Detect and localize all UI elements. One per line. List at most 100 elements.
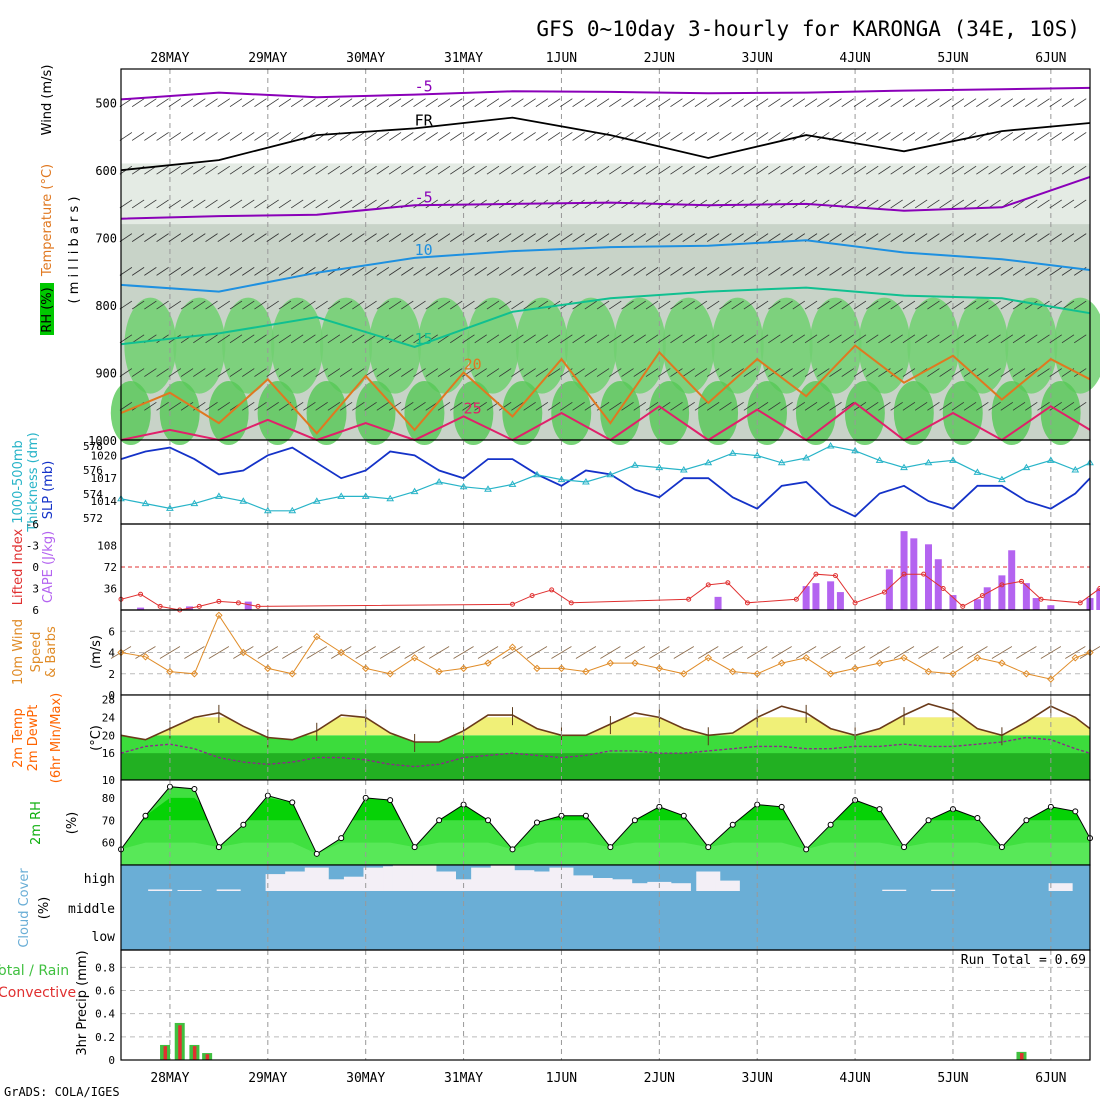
wind-barb bbox=[768, 300, 781, 310]
wind-barb bbox=[560, 233, 573, 242]
wind-barb bbox=[425, 368, 438, 377]
isotherm-label: 10 bbox=[415, 241, 433, 259]
wind-barb bbox=[951, 199, 965, 209]
wind-barb bbox=[951, 98, 965, 108]
wind-barb bbox=[792, 267, 806, 276]
wind-barb bbox=[315, 199, 328, 209]
thickness-marker bbox=[239, 497, 248, 504]
cloud-high-gap bbox=[882, 889, 907, 891]
wind-barb bbox=[278, 199, 292, 209]
wind-barb bbox=[327, 165, 341, 175]
wind-barb bbox=[694, 368, 708, 377]
wind-barb bbox=[841, 401, 854, 411]
cloud-axis-label: Cloud Cover bbox=[17, 868, 32, 948]
wind-barb bbox=[523, 165, 536, 175]
wind-barb bbox=[364, 98, 377, 108]
wind-barb bbox=[902, 132, 916, 141]
wind-barb bbox=[425, 233, 438, 242]
wind-barb bbox=[694, 233, 708, 242]
wind-barb bbox=[315, 334, 328, 344]
isotherm-label: 15 bbox=[415, 330, 433, 348]
wind-barb bbox=[290, 334, 304, 344]
date-tick-top: 1JUN bbox=[546, 51, 577, 66]
rh-fill-green bbox=[711, 297, 764, 394]
wind-barb bbox=[804, 165, 818, 175]
wind-tick: 2 bbox=[108, 668, 115, 681]
wind-barb bbox=[290, 267, 304, 276]
wind-barb bbox=[817, 334, 830, 344]
wind-barb bbox=[853, 334, 867, 344]
wind-barb bbox=[217, 300, 230, 310]
rh2m-marker bbox=[876, 806, 883, 813]
wind-barb bbox=[425, 300, 438, 310]
date-tick-top: 31MAY bbox=[444, 51, 483, 66]
wind-barb bbox=[633, 368, 646, 377]
wind-barb bbox=[988, 401, 1001, 411]
lifted-index-marker bbox=[549, 587, 555, 593]
rh-fill-green bbox=[515, 297, 568, 394]
isotherm-line bbox=[120, 175, 1091, 220]
wind-barb bbox=[450, 300, 463, 310]
wind-barb bbox=[1000, 98, 1014, 108]
cape-bar bbox=[1032, 598, 1040, 610]
wind-barb bbox=[437, 368, 451, 377]
wind-barb bbox=[633, 334, 646, 344]
wind-barb bbox=[339, 233, 353, 242]
wind-barb bbox=[425, 132, 438, 141]
thickness-marker bbox=[753, 451, 762, 459]
cloud-high-gap bbox=[324, 879, 349, 891]
wind-barb bbox=[853, 98, 867, 108]
wind-barb bbox=[1025, 199, 1038, 209]
wind-barb bbox=[1049, 132, 1062, 141]
wind-barb bbox=[1037, 199, 1050, 209]
temp2m-axis-label-line: 2m Temp bbox=[11, 708, 26, 768]
wind-barb bbox=[596, 233, 610, 242]
cape-bar bbox=[998, 575, 1006, 610]
wind-barb bbox=[902, 368, 916, 377]
wind-barb bbox=[242, 267, 255, 276]
wind-barb bbox=[450, 165, 463, 175]
wind-barb bbox=[1025, 401, 1038, 411]
rh2m-marker bbox=[974, 815, 981, 822]
wind-barb bbox=[914, 300, 928, 310]
wind-barb bbox=[706, 233, 720, 242]
credit-label: GrADS: COLA/IGES bbox=[4, 1085, 120, 1099]
rh-legend-swatch bbox=[40, 283, 54, 335]
cape-bar bbox=[925, 544, 932, 610]
wind-barb bbox=[939, 368, 952, 377]
wind-barb bbox=[865, 199, 879, 209]
wind-barb bbox=[927, 300, 940, 310]
wind-barb bbox=[535, 267, 549, 276]
wind-speed-marker bbox=[337, 648, 345, 657]
wind-barb bbox=[829, 300, 842, 310]
wind-barb bbox=[1037, 132, 1050, 141]
wind-barb bbox=[890, 233, 903, 242]
wind-barb bbox=[462, 165, 475, 175]
wind-barb bbox=[755, 368, 769, 377]
wind-barb bbox=[376, 334, 390, 344]
wind-barb bbox=[706, 368, 720, 377]
thickness-tick: 578 bbox=[83, 440, 103, 453]
wind-barb bbox=[474, 132, 487, 141]
rh-fill-green bbox=[564, 297, 617, 394]
lifted-index-marker bbox=[813, 571, 819, 577]
wind-barb bbox=[560, 401, 573, 411]
wind-barb bbox=[119, 334, 133, 344]
wind-barb bbox=[303, 165, 316, 175]
wind-barb bbox=[694, 267, 708, 276]
lifted-index-marker bbox=[510, 601, 516, 607]
wind-barb bbox=[498, 368, 512, 377]
wind-barb bbox=[168, 401, 182, 411]
wind-barb bbox=[706, 267, 720, 276]
isotherm-label: FR bbox=[415, 111, 434, 129]
wind-barb bbox=[1025, 368, 1038, 377]
wind-barb bbox=[535, 132, 549, 141]
thickness-marker bbox=[826, 442, 835, 449]
wind-barb bbox=[180, 199, 194, 209]
rh2m-marker bbox=[436, 817, 443, 824]
wind-barb bbox=[976, 233, 989, 242]
wind-barb bbox=[364, 334, 377, 344]
wind-barb bbox=[290, 98, 304, 108]
wind-barb-10m bbox=[282, 646, 303, 659]
